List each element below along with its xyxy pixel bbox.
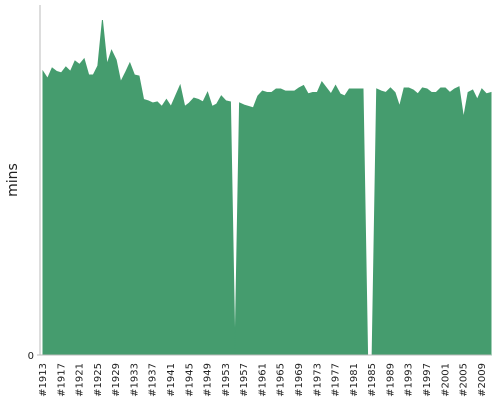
x-tick-label: #1961 <box>257 363 268 397</box>
x-tick-label: #1949 <box>203 363 214 397</box>
x-tick-label: #1985 <box>367 363 378 397</box>
x-tick-label: #1981 <box>349 363 360 397</box>
x-tick-label: #1965 <box>276 363 287 397</box>
y-axis-label: mins <box>5 163 21 197</box>
x-tick-label: #1957 <box>239 363 250 397</box>
x-tick-label: #1925 <box>93 363 104 397</box>
x-tick-label: #1937 <box>148 363 159 397</box>
x-tick-label: #1945 <box>184 363 195 397</box>
x-tick-label: #1913 <box>38 363 49 397</box>
x-tick-label: #1993 <box>404 363 415 397</box>
x-tick-label: #1941 <box>166 363 177 397</box>
area <box>42 19 492 356</box>
x-tick-label: #1969 <box>294 363 305 397</box>
x-tick-label: #1973 <box>312 363 323 397</box>
x-tick-label: #1989 <box>385 363 396 397</box>
x-tick-label: #1921 <box>75 363 86 397</box>
x-tick-label: #2005 <box>459 363 470 397</box>
x-tick-label: #1977 <box>331 363 342 397</box>
y-tick-label: 0 <box>28 351 34 362</box>
x-tick-label: #1933 <box>129 363 140 397</box>
x-tick-label: #1953 <box>221 363 232 397</box>
x-tick-label: #2009 <box>477 363 488 397</box>
x-tick-label: #2001 <box>440 363 451 397</box>
x-tick-label: #1917 <box>56 363 67 397</box>
x-tick-label: #1997 <box>422 363 433 397</box>
x-tick-label: #1929 <box>111 363 122 397</box>
